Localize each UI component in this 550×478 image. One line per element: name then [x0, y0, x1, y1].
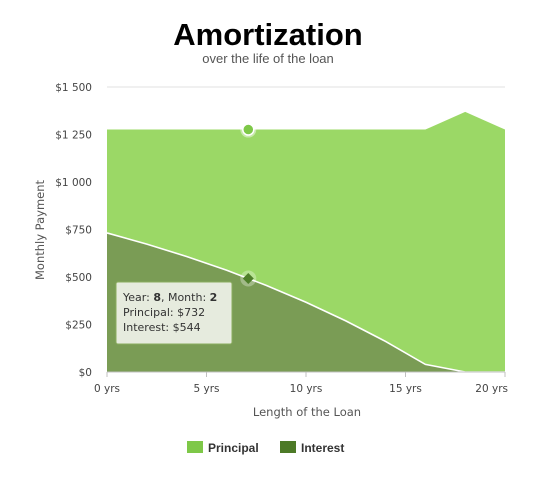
y-tick-label: $1 250	[55, 130, 92, 142]
y-tick-label: $1 000	[55, 177, 92, 189]
x-axis-title: Length of the Loan	[253, 405, 361, 419]
hover-markers	[240, 121, 257, 287]
x-tick-label: 15 yrs	[389, 383, 422, 395]
legend-item-principal[interactable]: Principal	[187, 441, 259, 455]
legend: Principal Interest	[187, 441, 344, 455]
legend-label-interest: Interest	[301, 441, 344, 455]
x-tick-label: 10 yrs	[290, 383, 323, 395]
y-tick-label: $1 500	[55, 82, 92, 94]
x-tick-label: 5 yrs	[193, 383, 219, 395]
y-tick-label: $0	[79, 367, 92, 379]
tooltip-month-value: 2	[210, 291, 218, 304]
legend-swatch-principal	[187, 441, 203, 453]
axes: $0 $250 $500 $750 $1 000 $1 250 $1 500 0 yrs 5 y…	[55, 82, 508, 395]
interest-line	[106, 232, 505, 373]
chart-subtitle: over the life of the loan	[202, 51, 334, 66]
tooltip-interest: Interest: $544	[123, 321, 201, 334]
y-tick-label: $250	[65, 320, 92, 332]
legend-swatch-interest	[280, 441, 296, 453]
chart-title: Amortization	[173, 17, 362, 52]
tooltip-year-line: Year: 8, Month: 2	[122, 291, 217, 304]
tooltip-month-label: , Month:	[161, 291, 210, 304]
y-tick-label: $750	[65, 225, 92, 237]
interest-marker	[242, 273, 254, 285]
tooltip: Year: 8, Month: 2 Principal: $732 Intere…	[115, 281, 233, 345]
y-axis-title: Monthly Payment	[33, 179, 47, 280]
legend-item-interest[interactable]: Interest	[280, 441, 344, 455]
x-tick-label: 0 yrs	[94, 383, 120, 395]
y-tick-label: $500	[65, 272, 92, 284]
tooltip-year-value: 8	[153, 291, 161, 304]
principal-area	[107, 111, 505, 372]
tooltip-year-label: Year:	[122, 291, 153, 304]
tooltip-principal: Principal: $732	[123, 306, 205, 319]
legend-label-principal: Principal	[208, 441, 259, 455]
tooltip-box	[115, 281, 233, 345]
principal-marker	[242, 123, 255, 136]
x-tick-label: 20 yrs	[475, 383, 508, 395]
